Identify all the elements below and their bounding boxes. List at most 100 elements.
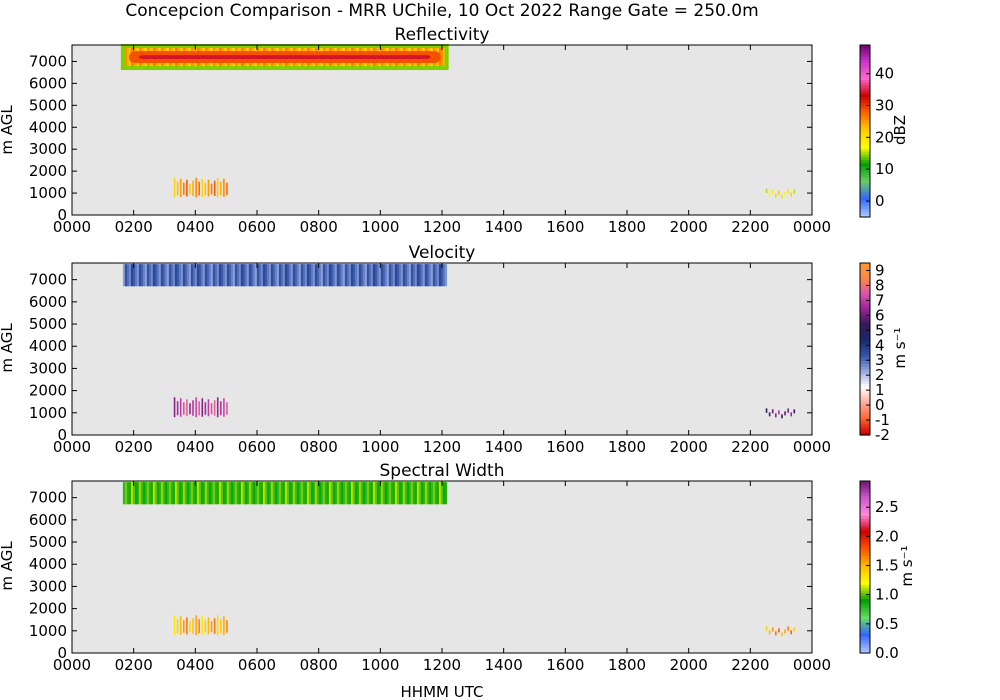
data-strip bbox=[330, 482, 334, 505]
data-strip bbox=[276, 482, 280, 505]
colorbar-segment bbox=[860, 85, 870, 89]
data-strip bbox=[216, 177, 219, 198]
data-strip bbox=[784, 191, 786, 196]
data-region-1 bbox=[122, 482, 448, 505]
colorbar-segment bbox=[860, 406, 870, 410]
data-strip bbox=[442, 482, 446, 505]
data-strip bbox=[176, 482, 180, 505]
colorbar-segment bbox=[860, 102, 870, 106]
data-strip bbox=[173, 615, 176, 636]
colorbar-segment bbox=[860, 263, 870, 267]
colorbar-segment bbox=[860, 306, 870, 310]
colorbar-segment bbox=[860, 308, 870, 313]
data-strip bbox=[340, 264, 344, 287]
data-strip bbox=[182, 264, 186, 287]
data-strip bbox=[432, 482, 436, 505]
data-strip bbox=[362, 264, 366, 287]
y-tick-label: 7000 bbox=[29, 489, 67, 507]
data-strip bbox=[198, 482, 202, 505]
colorbar-segment bbox=[860, 414, 870, 419]
data-strip bbox=[312, 264, 316, 287]
colorbar-segment bbox=[860, 561, 870, 565]
colorbar-segment bbox=[860, 392, 870, 396]
data-strip bbox=[210, 482, 214, 505]
x-tick-label: 1200 bbox=[423, 656, 461, 674]
data-strip bbox=[438, 264, 442, 287]
data-strip bbox=[207, 399, 210, 417]
data-strip bbox=[426, 264, 430, 287]
data-strip bbox=[384, 482, 388, 505]
data-strip bbox=[356, 264, 360, 287]
x-tick-label: 1200 bbox=[423, 438, 461, 456]
colorbar-segment bbox=[860, 506, 870, 511]
colorbar-segment bbox=[860, 156, 870, 161]
data-strip bbox=[248, 482, 252, 505]
y-tick-label: 6000 bbox=[29, 293, 67, 311]
data-strip bbox=[142, 264, 146, 287]
data-strip bbox=[396, 482, 400, 505]
data-strip bbox=[771, 189, 774, 194]
data-strip bbox=[176, 401, 179, 416]
data-strip bbox=[206, 482, 210, 505]
data-strip bbox=[380, 264, 384, 287]
colorbar-tick-label: 7 bbox=[875, 291, 885, 309]
data-strip bbox=[223, 178, 225, 197]
data-strip bbox=[286, 264, 290, 287]
colorbar-tick-label: 8 bbox=[875, 276, 885, 294]
y-tick-label: 3000 bbox=[29, 140, 67, 158]
data-strip bbox=[172, 264, 176, 287]
data-strip bbox=[276, 264, 280, 287]
data-strip bbox=[306, 482, 310, 505]
data-strip bbox=[272, 482, 276, 505]
colorbar-segment bbox=[860, 268, 870, 273]
data-strip bbox=[238, 264, 242, 287]
colorbar-segment bbox=[860, 50, 870, 55]
data-strip bbox=[332, 482, 336, 505]
colorbar-segment bbox=[860, 403, 870, 407]
x-tick-label: 0800 bbox=[300, 656, 338, 674]
colorbar-segment bbox=[860, 417, 870, 422]
x-tick-label: 0600 bbox=[238, 438, 276, 456]
data-strip bbox=[270, 482, 274, 505]
data-strip bbox=[173, 397, 176, 418]
colorbar-segment bbox=[860, 148, 870, 152]
data-strip bbox=[342, 482, 346, 505]
colorbar-tick-label: 1.5 bbox=[875, 557, 899, 575]
data-strip bbox=[170, 482, 174, 505]
data-strip bbox=[318, 264, 322, 287]
data-strip bbox=[400, 264, 404, 287]
data-strip bbox=[328, 482, 332, 505]
colorbar-segment bbox=[860, 208, 870, 212]
colorbar-segment bbox=[860, 331, 870, 336]
colorbar-segment bbox=[860, 194, 870, 198]
data-strip bbox=[278, 264, 282, 287]
colorbar-segment bbox=[860, 211, 870, 215]
data-strip bbox=[420, 482, 424, 505]
colorbar-segment bbox=[860, 153, 870, 158]
colorbar-segment bbox=[860, 337, 870, 341]
colorbar-segment bbox=[860, 196, 870, 201]
data-strip bbox=[224, 482, 228, 505]
colorbar-segment bbox=[860, 558, 870, 562]
data-strip bbox=[228, 482, 232, 505]
colorbar-segment bbox=[860, 182, 870, 187]
data-strip bbox=[216, 615, 219, 636]
data-strip bbox=[124, 482, 128, 505]
data-strip bbox=[354, 482, 358, 505]
data-strip bbox=[398, 482, 402, 505]
data-strip bbox=[390, 482, 394, 505]
colorbar-segment bbox=[860, 188, 870, 192]
data-strip bbox=[428, 482, 432, 505]
colorbar-segment bbox=[860, 300, 870, 304]
data-strip bbox=[210, 403, 213, 415]
colorbar-segment bbox=[860, 139, 870, 144]
colorbar-segment bbox=[860, 587, 870, 591]
colorbar-segment bbox=[860, 274, 870, 278]
colorbar-segment bbox=[860, 509, 870, 514]
colorbar-segment bbox=[860, 638, 870, 643]
data-strip bbox=[160, 264, 164, 287]
data-strip bbox=[280, 482, 284, 505]
data-strip bbox=[262, 482, 266, 505]
data-strip bbox=[220, 401, 222, 416]
data-strip bbox=[150, 264, 154, 287]
